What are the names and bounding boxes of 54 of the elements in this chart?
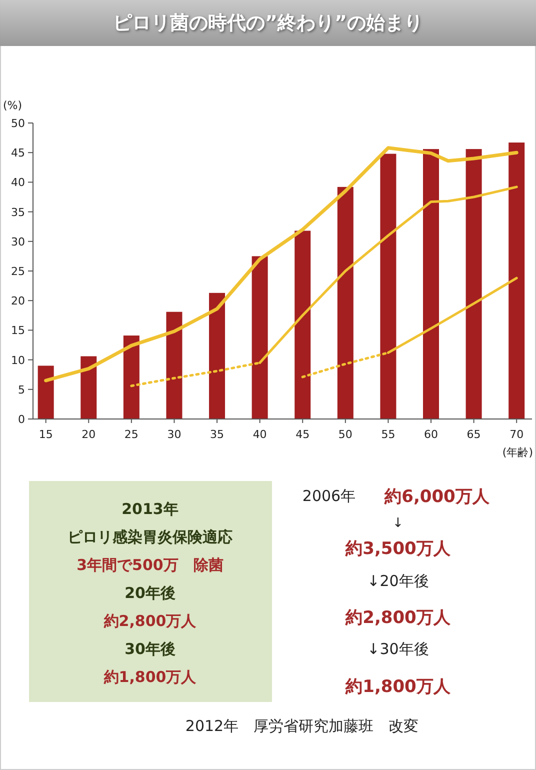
text: 2012年 厚労省研究加藤班 改変	[185, 717, 419, 736]
text: 約6,000万人	[384, 486, 490, 508]
bar	[466, 149, 482, 419]
y-axis-title: (%)	[3, 99, 22, 112]
x-tick-label: 45	[296, 428, 310, 441]
y-tick-label: 35	[11, 206, 25, 219]
bar	[423, 149, 439, 419]
chart-title: ピロリ菌の時代の”終わり”の始まり	[0, 0, 536, 46]
text: ↓30年後	[367, 640, 429, 659]
text: 2013年	[122, 500, 178, 519]
y-tick-label: 25	[11, 265, 25, 278]
y-tick-label: 0	[18, 413, 25, 426]
bar	[166, 312, 182, 419]
x-tick-label: 35	[210, 428, 224, 441]
x-tick-label: 60	[424, 428, 438, 441]
bar	[80, 356, 97, 419]
x-tick-label: 50	[338, 428, 352, 441]
x-tick-label: 25	[124, 428, 138, 441]
text: 約1,800万人	[346, 676, 450, 698]
bar	[508, 142, 525, 419]
bar	[38, 366, 54, 419]
y-tick-label: 40	[11, 176, 25, 190]
text: ピロリ感染胃炎保険適応	[68, 528, 232, 547]
bar	[380, 154, 396, 419]
x-axis-title: (年齢)	[502, 446, 533, 459]
y-tick-label: 5	[18, 383, 25, 396]
text: 約3,500万人	[346, 538, 450, 560]
text: 約2,800万人	[104, 612, 196, 631]
x-tick-label: 30	[167, 428, 182, 441]
text: 20年後	[124, 584, 176, 603]
y-tick-label: 30	[11, 235, 25, 248]
text: ↓20年後	[367, 572, 429, 591]
y-tick-label: 50	[11, 117, 25, 130]
text: 約2,800万人	[346, 607, 450, 629]
x-tick-label: 20	[82, 428, 96, 441]
y-tick-label: 15	[11, 324, 25, 338]
x-tick-label: 40	[252, 428, 267, 441]
y-tick-label: 45	[11, 146, 25, 160]
bar	[294, 230, 311, 419]
x-tick-label: 55	[381, 428, 396, 441]
bar	[209, 292, 226, 419]
x-tick-label: 70	[510, 428, 524, 441]
x-tick-label: 65	[466, 428, 481, 441]
bar	[123, 336, 140, 419]
bar	[337, 186, 354, 419]
text: 約1,800万人	[104, 668, 196, 687]
y-tick-label: 20	[11, 294, 25, 308]
y-tick-label: 10	[11, 354, 25, 367]
x-tick-label: 15	[38, 428, 53, 441]
bar	[252, 256, 268, 419]
text: 3年間で500万 除菌	[76, 556, 224, 575]
text: 2006年	[302, 487, 356, 506]
text: 30年後	[124, 640, 176, 659]
text: ↓	[392, 516, 404, 531]
